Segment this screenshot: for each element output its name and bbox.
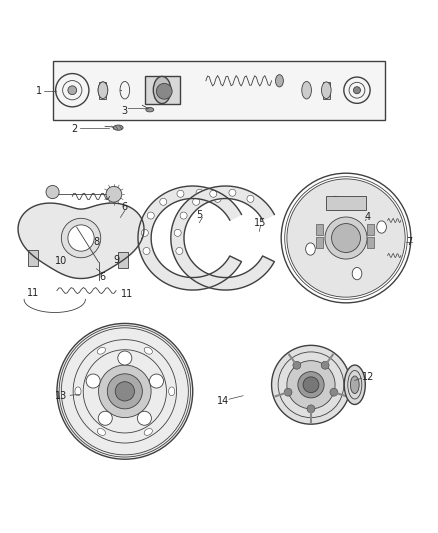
Circle shape <box>68 225 94 251</box>
Bar <box>145 76 180 103</box>
Circle shape <box>106 187 122 202</box>
Ellipse shape <box>153 76 171 103</box>
Polygon shape <box>18 203 144 279</box>
Circle shape <box>229 189 236 196</box>
Circle shape <box>180 212 187 219</box>
Circle shape <box>174 229 181 236</box>
Bar <box>367 237 374 248</box>
Text: 8: 8 <box>93 237 99 247</box>
Bar <box>28 251 38 265</box>
Text: 14: 14 <box>217 397 230 406</box>
Circle shape <box>141 229 148 236</box>
Circle shape <box>353 87 360 94</box>
Circle shape <box>332 223 360 253</box>
Circle shape <box>177 190 184 197</box>
Ellipse shape <box>146 108 154 112</box>
Circle shape <box>272 345 350 424</box>
Polygon shape <box>171 186 274 290</box>
Circle shape <box>196 189 203 196</box>
Bar <box>118 253 128 268</box>
Text: 2: 2 <box>71 124 78 134</box>
Text: 15: 15 <box>254 217 267 228</box>
Ellipse shape <box>344 365 365 405</box>
Ellipse shape <box>276 75 283 87</box>
Bar <box>326 196 366 209</box>
Ellipse shape <box>169 387 175 395</box>
Circle shape <box>193 198 200 205</box>
Ellipse shape <box>97 348 106 354</box>
Circle shape <box>284 388 292 396</box>
Ellipse shape <box>350 376 359 393</box>
Circle shape <box>160 198 167 205</box>
Text: 6: 6 <box>100 272 106 281</box>
Circle shape <box>325 217 367 259</box>
Circle shape <box>68 86 77 94</box>
Circle shape <box>138 411 152 425</box>
Ellipse shape <box>306 243 315 255</box>
Circle shape <box>247 195 254 203</box>
Text: 13: 13 <box>55 391 67 401</box>
Circle shape <box>118 351 132 365</box>
Text: 9: 9 <box>113 255 119 265</box>
Polygon shape <box>138 186 241 290</box>
Ellipse shape <box>352 268 362 280</box>
Ellipse shape <box>321 82 331 99</box>
Ellipse shape <box>377 221 386 233</box>
Circle shape <box>147 212 154 219</box>
Bar <box>316 237 323 248</box>
Circle shape <box>156 84 172 99</box>
Circle shape <box>98 411 112 425</box>
Ellipse shape <box>97 429 106 435</box>
Circle shape <box>107 374 142 409</box>
Bar <box>367 224 374 235</box>
Text: 11: 11 <box>27 288 39 298</box>
Circle shape <box>303 377 319 393</box>
Text: 3: 3 <box>122 106 128 116</box>
Bar <box>323 82 330 99</box>
Circle shape <box>330 388 338 396</box>
Circle shape <box>61 219 101 258</box>
Ellipse shape <box>113 125 123 130</box>
Text: 12: 12 <box>362 372 374 382</box>
Text: 11: 11 <box>121 289 133 299</box>
Circle shape <box>307 405 315 413</box>
Circle shape <box>176 247 183 254</box>
Ellipse shape <box>144 429 152 435</box>
Circle shape <box>210 190 217 197</box>
Circle shape <box>115 382 134 401</box>
Text: 10: 10 <box>55 256 67 266</box>
Circle shape <box>149 374 163 388</box>
Bar <box>316 224 323 235</box>
Ellipse shape <box>75 387 81 395</box>
Circle shape <box>86 374 100 388</box>
Circle shape <box>298 372 324 398</box>
Ellipse shape <box>98 82 108 99</box>
Circle shape <box>287 179 405 297</box>
Bar <box>99 82 106 99</box>
Circle shape <box>46 185 59 199</box>
Bar <box>53 61 385 120</box>
Text: 1: 1 <box>36 86 42 96</box>
Ellipse shape <box>144 348 152 354</box>
Text: 4: 4 <box>365 212 371 222</box>
Circle shape <box>143 247 150 254</box>
Ellipse shape <box>302 82 311 99</box>
Ellipse shape <box>330 196 340 208</box>
Circle shape <box>293 361 301 369</box>
Text: 7: 7 <box>406 237 413 247</box>
Circle shape <box>321 361 329 369</box>
Circle shape <box>57 324 193 459</box>
Circle shape <box>214 195 221 203</box>
Text: 5: 5 <box>196 210 202 220</box>
Circle shape <box>99 365 151 418</box>
Text: 6: 6 <box>122 203 128 212</box>
Circle shape <box>287 361 335 409</box>
